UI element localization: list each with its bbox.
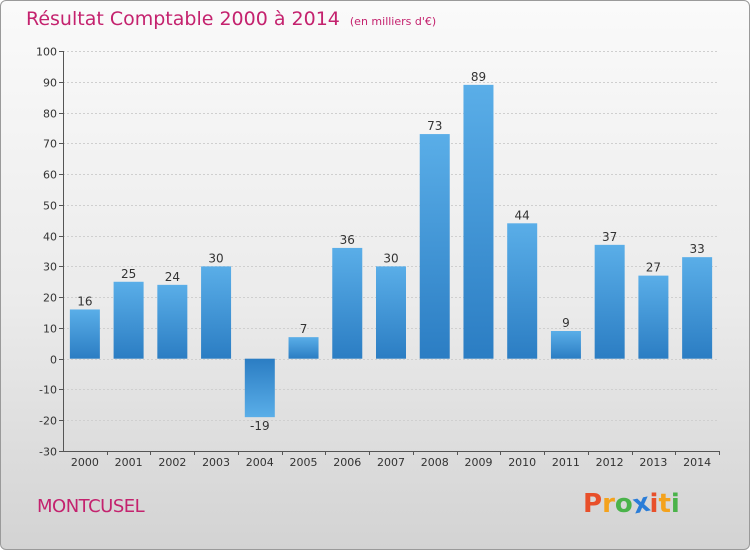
bar-2004 xyxy=(244,358,275,418)
x-tick-label: 2012 xyxy=(596,456,624,469)
logo-letter: r xyxy=(602,489,615,519)
bar-2002 xyxy=(157,284,188,359)
x-tick-label: 2002 xyxy=(158,456,186,469)
value-label-2009: 89 xyxy=(471,70,486,84)
x-tick-label: 2001 xyxy=(115,456,143,469)
y-tick-label: 70 xyxy=(43,138,57,151)
x-tick-label: 2005 xyxy=(290,456,318,469)
bar-2000 xyxy=(69,309,100,359)
value-label-2011: 9 xyxy=(562,316,570,330)
x-tick-label: 2011 xyxy=(552,456,580,469)
value-label-2007: 30 xyxy=(383,251,398,265)
y-tick-label: 20 xyxy=(43,292,57,305)
y-tick-label: 90 xyxy=(43,77,57,90)
x-tick-label: 2013 xyxy=(639,456,667,469)
logo-letter: i xyxy=(670,489,680,519)
bar-2012 xyxy=(594,244,625,359)
chart-title-text: Résultat Comptable 2000 à 2014 xyxy=(26,8,340,30)
value-label-2005: 7 xyxy=(300,322,308,336)
bar-2011 xyxy=(550,331,581,359)
x-tick-label: 2010 xyxy=(508,456,536,469)
x-tick-label: 2004 xyxy=(246,456,274,469)
value-label-2013: 27 xyxy=(646,261,661,275)
y-tick-label: -30 xyxy=(39,446,57,459)
logo-letter: P xyxy=(583,489,603,519)
bar-2010 xyxy=(507,223,538,359)
y-tick-label: 40 xyxy=(43,231,57,244)
bar-2009 xyxy=(463,84,494,359)
bar-2001 xyxy=(113,281,144,359)
y-tick-label: 10 xyxy=(43,323,57,336)
y-tick-label: 30 xyxy=(43,261,57,274)
proxiti-logo: Proxiti xyxy=(583,488,680,521)
y-tick-label: 60 xyxy=(43,169,57,182)
chart-title: Résultat Comptable 2000 à 2014 (en millie… xyxy=(26,8,436,30)
x-tick-label: 2000 xyxy=(71,456,99,469)
x-tick-label: 2014 xyxy=(683,456,711,469)
x-tick-label: 2007 xyxy=(377,456,405,469)
value-label-2002: 24 xyxy=(165,270,180,284)
value-label-2003: 30 xyxy=(208,251,223,265)
logo-letter: t xyxy=(658,489,671,519)
logo-letter: o xyxy=(614,489,633,519)
value-label-2004: -19 xyxy=(250,419,270,433)
x-tick-label: 2003 xyxy=(202,456,230,469)
y-tick-label: 50 xyxy=(43,200,57,213)
bar-2008 xyxy=(419,134,450,359)
value-label-2006: 36 xyxy=(340,233,355,247)
y-tick-label: 80 xyxy=(43,108,57,121)
value-label-2010: 44 xyxy=(515,208,530,222)
value-label-2014: 33 xyxy=(689,242,704,256)
bar-2003 xyxy=(201,266,232,359)
value-label-2008: 73 xyxy=(427,119,442,133)
bar-2005 xyxy=(288,337,319,359)
x-tick-label: 2009 xyxy=(464,456,492,469)
commune-name: MONTCUSEL xyxy=(37,496,145,517)
axes xyxy=(59,51,720,455)
logo-letter: i xyxy=(649,489,659,519)
value-label-2001: 25 xyxy=(121,267,136,281)
bar-2013 xyxy=(638,275,669,359)
bars xyxy=(69,84,713,418)
bar-2007 xyxy=(376,266,406,359)
x-tick-label: 2006 xyxy=(333,456,361,469)
y-tick-label: -20 xyxy=(39,415,57,428)
x-tick-label: 2008 xyxy=(421,456,449,469)
chart-subtitle: (en milliers d'€) xyxy=(349,15,437,28)
labels: -30 -20 -10 0 10 20 30 40 50 60 70 80 90 100 2000 16 200… xyxy=(36,46,711,470)
y-tick-label: 100 xyxy=(36,46,57,59)
value-label-2012: 37 xyxy=(602,230,617,244)
value-label-2000: 16 xyxy=(77,294,92,308)
y-tick-label: -10 xyxy=(39,384,57,397)
bar-2006 xyxy=(332,247,363,359)
bar-2014 xyxy=(682,257,713,359)
y-tick-label: 0 xyxy=(50,354,57,367)
